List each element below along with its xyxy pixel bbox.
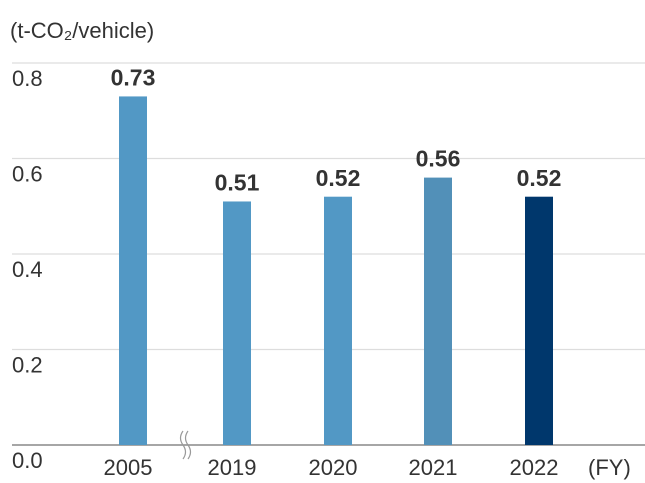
bar <box>525 196 553 445</box>
x-axis-label: (FY) <box>588 455 631 480</box>
y-tick-label: 0.2 <box>12 352 43 377</box>
y-tick-label: 0.6 <box>12 161 43 186</box>
bar <box>324 196 352 445</box>
y-tick-label: 0.0 <box>12 448 43 473</box>
x-tick-label: 2022 <box>510 455 559 480</box>
y-axis-label: (t-CO₂/vehicle) <box>10 18 154 43</box>
value-label: 0.56 <box>416 146 461 172</box>
axis-break <box>179 430 192 460</box>
x-tick-label: 2020 <box>309 455 358 480</box>
bar <box>424 177 452 445</box>
x-tick-label: 2019 <box>208 455 257 480</box>
y-tick-label: 0.4 <box>12 257 43 282</box>
x-tick-label: 2021 <box>409 455 458 480</box>
value-label: 0.52 <box>316 165 361 191</box>
y-tick-label: 0.8 <box>12 66 43 91</box>
value-label: 0.52 <box>517 165 562 191</box>
bar <box>223 201 251 445</box>
x-tick-label: 2005 <box>104 455 153 480</box>
value-label: 0.73 <box>111 65 156 91</box>
value-label: 0.51 <box>215 170 260 196</box>
bar <box>119 96 147 446</box>
